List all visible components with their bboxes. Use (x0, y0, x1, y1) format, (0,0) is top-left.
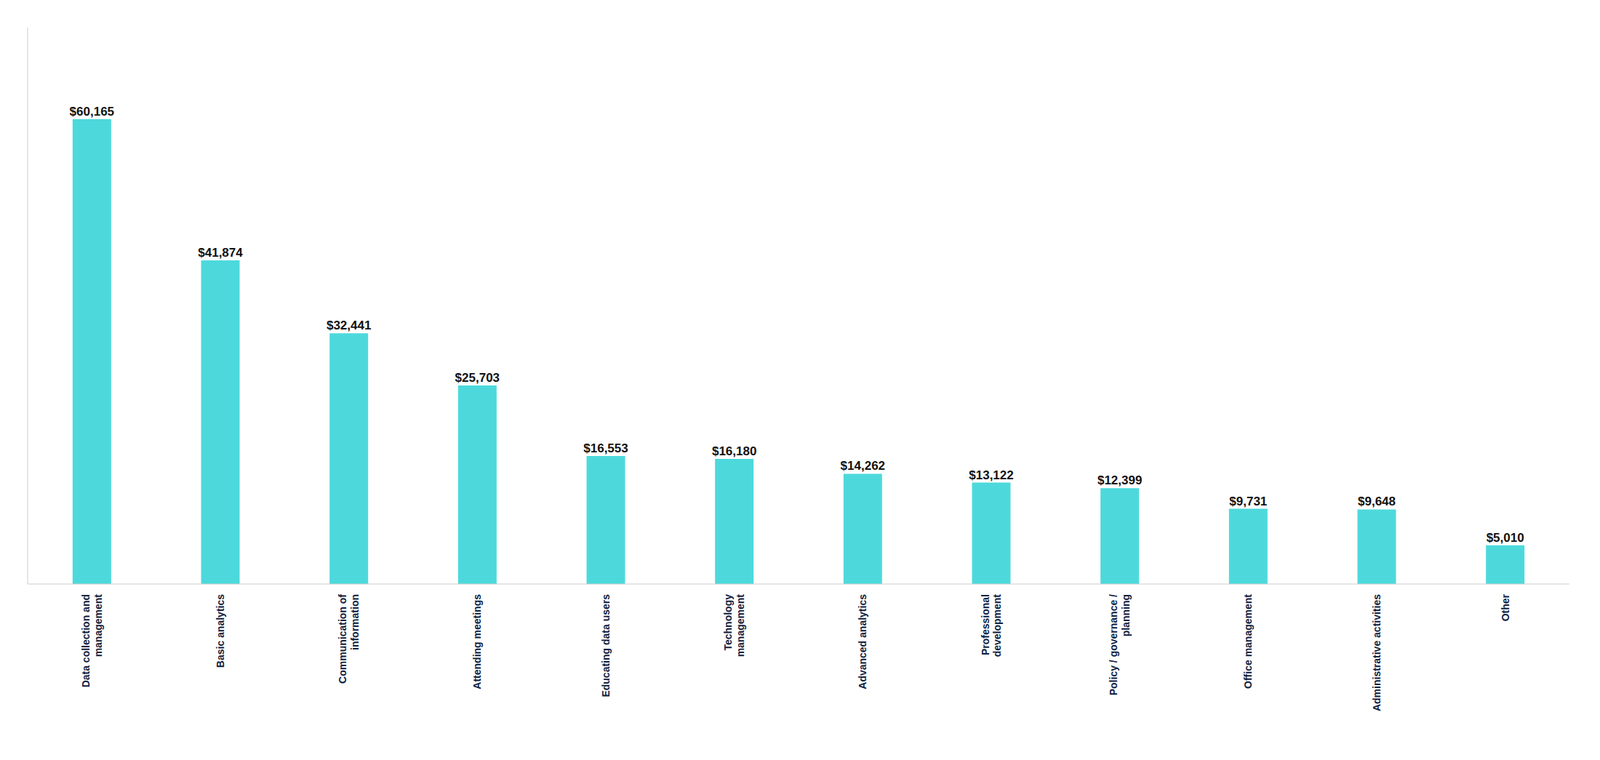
svg-text:$32,441: $32,441 (326, 318, 371, 333)
svg-text:Communication ofinformation: Communication ofinformation (336, 594, 361, 684)
svg-text:$12,399: $12,399 (1097, 473, 1142, 488)
svg-text:Administrative activities: Administrative activities (1370, 594, 1383, 712)
svg-text:Other: Other (1499, 593, 1512, 622)
svg-text:$60,165: $60,165 (69, 104, 115, 119)
svg-text:$41,874: $41,874 (197, 245, 243, 260)
svg-text:$14,262: $14,262 (840, 458, 886, 473)
svg-text:$16,553: $16,553 (583, 441, 628, 456)
svg-text:$25,703: $25,703 (455, 370, 500, 385)
svg-text:Advanced analytics: Advanced analytics (856, 594, 869, 690)
svg-text:Basic analytics: Basic analytics (214, 594, 227, 668)
svg-text:Technologymanagement: Technologymanagement (722, 594, 747, 658)
svg-text:$9,648: $9,648 (1357, 494, 1396, 509)
svg-text:Educating data users: Educating data users (600, 594, 612, 698)
svg-text:$16,180: $16,180 (712, 444, 757, 459)
svg-text:Policy / governance /planning: Policy / governance /planning (1107, 594, 1132, 696)
svg-text:Data collection andmanagement: Data collection andmanagement (80, 594, 104, 688)
svg-text:$13,122: $13,122 (968, 468, 1014, 483)
svg-text:Attending meetings: Attending meetings (471, 594, 483, 690)
svg-text:$5,010: $5,010 (1486, 530, 1525, 545)
svg-text:Office management: Office management (1242, 594, 1254, 689)
svg-text:$9,731: $9,731 (1229, 494, 1267, 509)
svg-text:Professionaldevelopment: Professionaldevelopment (979, 594, 1004, 658)
